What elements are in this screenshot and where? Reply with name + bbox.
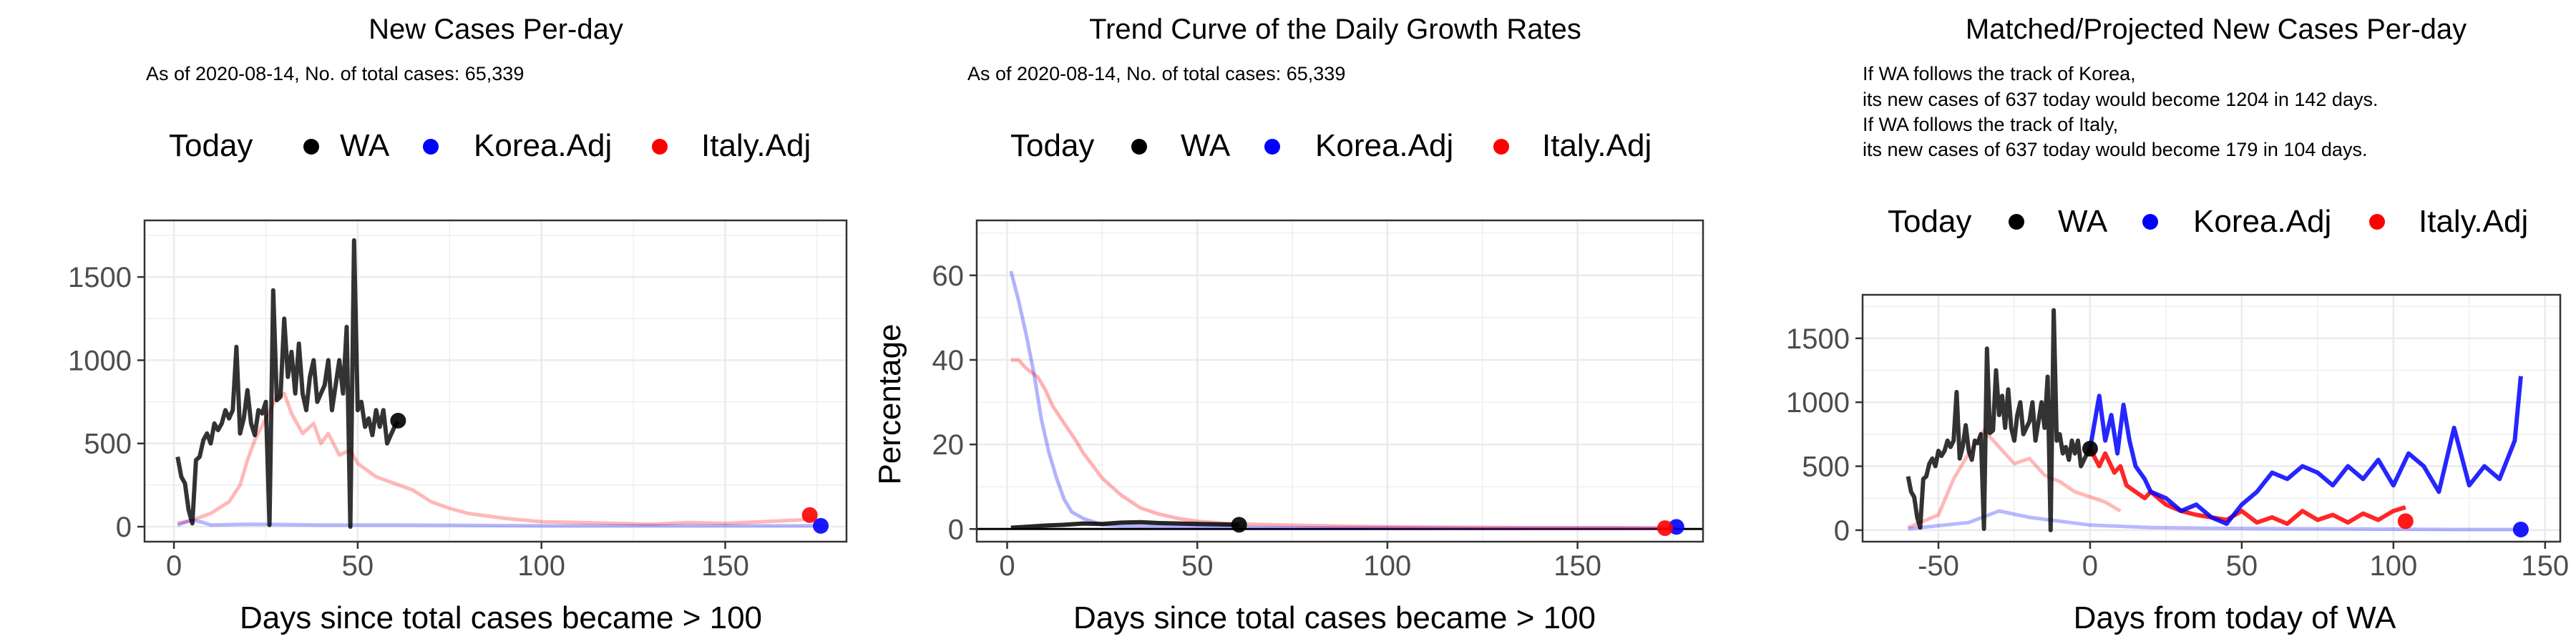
panel2-legend-title: Today [1010, 128, 1094, 163]
panel3-subtitle-line1: If WA follows the track of Korea, [1863, 63, 2136, 84]
panel2-subtitle: As of 2020-08-14, No. of total cases: 65… [967, 63, 1345, 84]
panel1-series-wa-line-2 [175, 238, 400, 530]
panel3-y-tick-label: 0 [1834, 515, 1850, 547]
panel2-title: Trend Curve of the Daily Growth Rates [1089, 14, 1581, 45]
panel2-x-tick-label: 100 [1364, 550, 1412, 582]
panel1-x-tick-label: 0 [166, 550, 182, 582]
panel3-x-tick-label: 100 [2369, 550, 2417, 582]
panel3-today-point-wa [2082, 441, 2098, 457]
panel3-legend-korea: Korea.Adj [2193, 204, 2331, 239]
panel2-x-tick-label: 150 [1553, 550, 1601, 582]
panel3-today-point-italy [2397, 513, 2414, 530]
panel1-legend: Today WA Korea.Adj Italy.Adj [169, 128, 811, 163]
panel3-plot-background [1863, 295, 2560, 542]
panel1-x-tick-label: 50 [342, 550, 374, 582]
panel1-x-tick-label: 100 [517, 550, 565, 582]
panel1-today-point-korea [813, 517, 829, 534]
panel-growth-rates: Trend Curve of the Daily Growth Rates As… [872, 14, 1704, 635]
panel3-legend-italy-key [2369, 214, 2385, 230]
panel3-legend-italy: Italy.Adj [2419, 204, 2528, 239]
panel1-legend-italy: Italy.Adj [701, 128, 811, 163]
panel2-legend-wa: WA [1181, 128, 1231, 163]
panel1-legend-korea-key [423, 139, 439, 155]
panel1-legend-wa: WA [340, 128, 390, 163]
panel2-y-tick-label: 0 [948, 514, 964, 545]
panel1-y-tick-label: 1500 [68, 262, 132, 293]
panel2-today-point-italy [1657, 520, 1673, 537]
panel3-legend: Today WA Korea.Adj Italy.Adj [1888, 204, 2528, 239]
panel3-x-axis-label: Days from today of WA [2074, 600, 2396, 635]
panel3-series-korea-line-1 [1908, 509, 2515, 532]
panel3-x-tick-label: 150 [2521, 550, 2569, 582]
panel3-legend-title: Today [1888, 204, 1971, 239]
panel1-y-tick-label: 1000 [68, 345, 132, 376]
panel3-subtitle-line3: If WA follows the track of Italy, [1863, 114, 2118, 135]
panel1-y-tick-label: 0 [116, 512, 132, 543]
panel2-x-axis-label: Days since total cases became > 100 [1073, 600, 1596, 635]
panel1-today-point-italy [801, 507, 818, 523]
panel2-legend-korea: Korea.Adj [1315, 128, 1453, 163]
panel2-legend-italy: Italy.Adj [1542, 128, 1652, 163]
panel2-today-point-korea [1668, 519, 1684, 535]
panel1-x-tick-label: 150 [701, 550, 749, 582]
panel2-y-tick-label: 40 [932, 345, 965, 376]
panel2-plot-border [975, 219, 1704, 543]
panel1-plot-border [143, 219, 848, 543]
panel3-x-tick-label: -50 [1918, 550, 1959, 582]
panel3-legend-wa: WA [2058, 204, 2108, 239]
panel2-today-point-wa [1231, 517, 1247, 533]
panel1-x-axis-label: Days since total cases became > 100 [240, 600, 762, 635]
panel2-x-tick-label: 50 [1181, 550, 1214, 582]
panel2-x-tick-label: 0 [999, 550, 1015, 582]
panel3-x-tick-label: 50 [2226, 550, 2258, 582]
panel1-legend-italy-key [652, 139, 668, 155]
panel2-series-wa-line-2 [1010, 519, 1239, 530]
panel2-legend: Today WA Korea.Adj Italy.Adj [1010, 128, 1652, 163]
panel3-title: Matched/Projected New Cases Per-day [1966, 14, 2467, 45]
panel3-subtitle-line4: its new cases of 637 today would become … [1863, 139, 2367, 160]
panel3-subtitle-line2: its new cases of 637 today would become … [1863, 89, 2378, 110]
panel1-legend-title: Today [169, 128, 253, 163]
panel3-legend-wa-key [2009, 214, 2024, 230]
panel-projected: Matched/Projected New Cases Per-day If W… [1786, 14, 2569, 635]
panel2-legend-wa-key [1131, 139, 1147, 155]
panel2-series-italy-line-1 [1010, 358, 1665, 530]
panel2-legend-korea-key [1264, 139, 1280, 155]
panel-new-cases: New Cases Per-day As of 2020-08-14, No. … [68, 14, 848, 635]
panel1-y-tick-label: 500 [84, 429, 132, 460]
panel1-today-point-wa [390, 412, 406, 429]
panel1-legend-wa-key [303, 139, 319, 155]
panel2-y-axis-label: Percentage [872, 323, 907, 484]
panel2-y-tick-label: 20 [932, 429, 965, 461]
panel3-series-korea-line-3 [2087, 376, 2523, 526]
panel3-y-tick-label: 500 [1802, 452, 1850, 483]
panel1-series-korea-line-1 [177, 518, 821, 528]
panel3-series-italy-line-0 [1907, 429, 2122, 530]
panel2-legend-italy-key [1493, 139, 1509, 155]
panel3-x-tick-label: 0 [2082, 550, 2098, 582]
panel3-y-tick-label: 1000 [1786, 387, 1850, 419]
panel1-subtitle: As of 2020-08-14, No. of total cases: 65… [146, 63, 524, 84]
panel3-series-wa-line-4 [1906, 308, 2092, 532]
panel2-plot-background [977, 220, 1703, 542]
panel3-plot-border [1861, 293, 2562, 543]
panel1-title: New Cases Per-day [369, 14, 623, 45]
panel2-plot: 0 50 100 150 0 20 40 60 [932, 219, 1704, 582]
panel3-today-point-korea [2512, 522, 2529, 538]
panel3-legend-korea-key [2142, 214, 2158, 230]
panel2-y-tick-label: 60 [932, 260, 965, 292]
panel1-legend-korea: Korea.Adj [474, 128, 612, 163]
panel1-plot-background [145, 220, 847, 542]
panel1-series-italy-line-0 [177, 391, 818, 527]
panel3-y-tick-label: 1500 [1786, 323, 1850, 355]
